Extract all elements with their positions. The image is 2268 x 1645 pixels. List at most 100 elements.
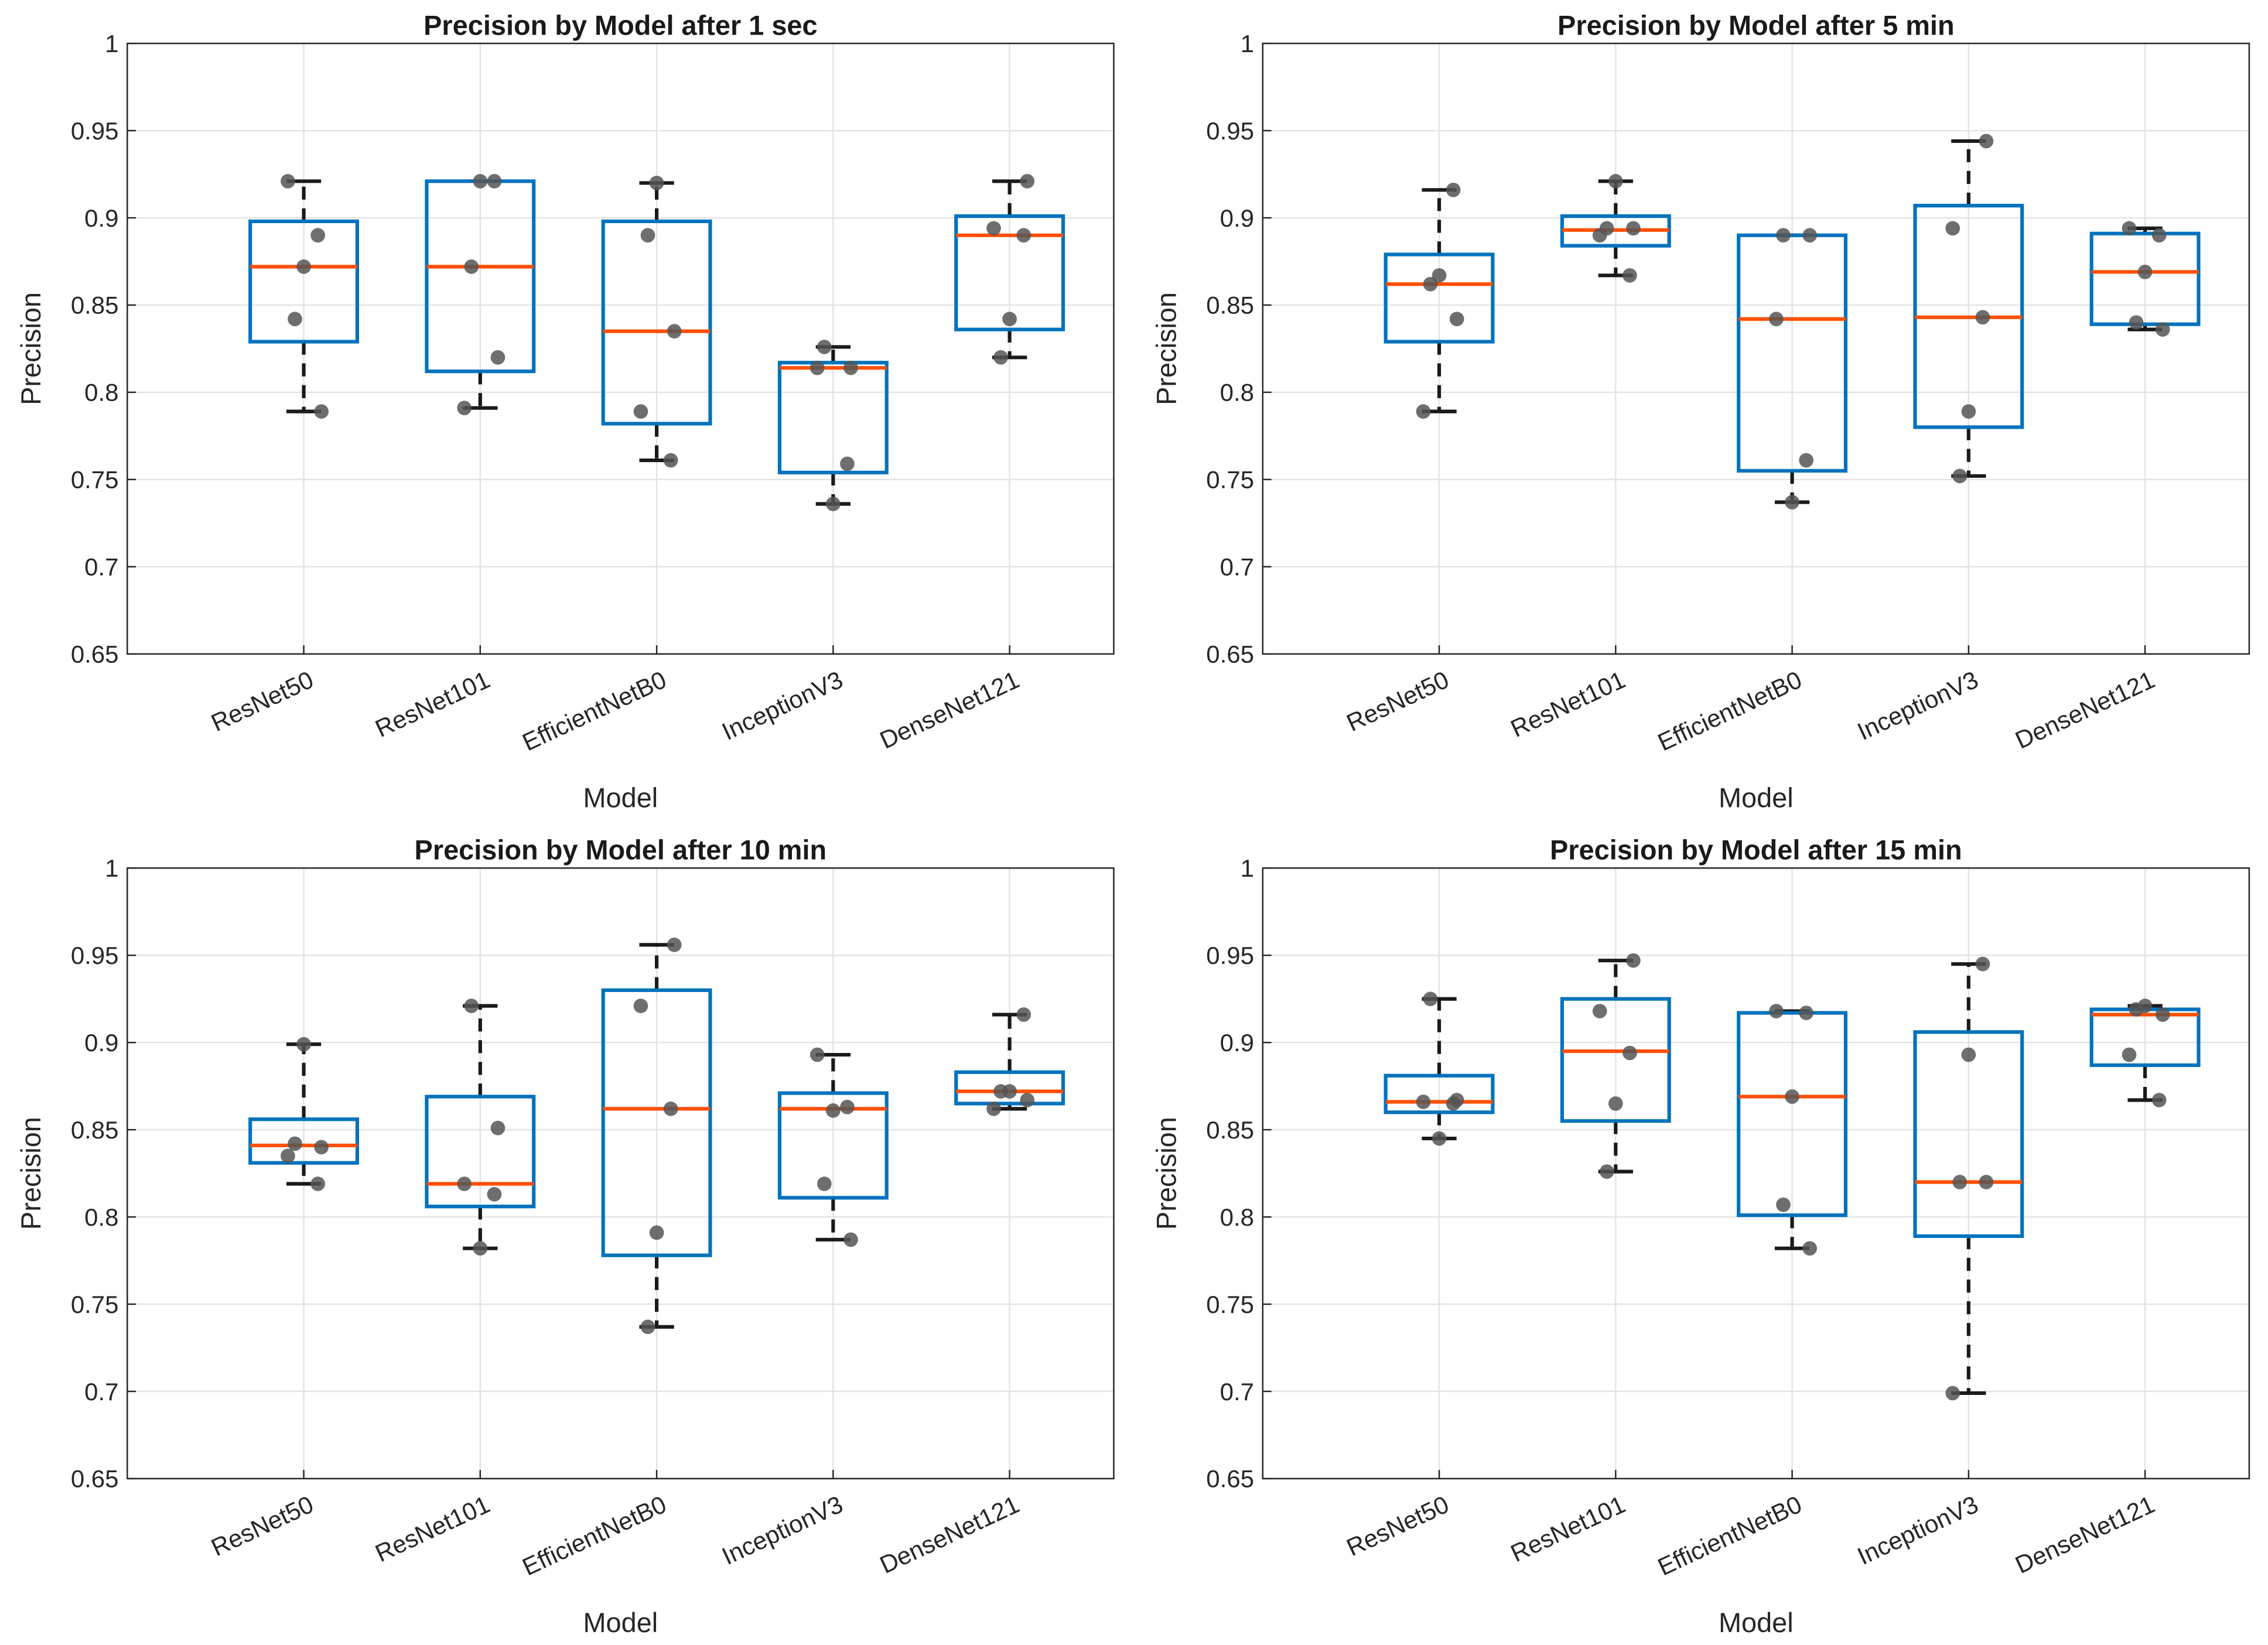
- data-point: [1416, 404, 1431, 419]
- box-InceptionV3: [1913, 134, 2024, 484]
- data-point: [1623, 1045, 1637, 1061]
- data-point: [1599, 1164, 1614, 1179]
- y-tick-label: 0.95: [1206, 117, 1254, 145]
- box-iqr: [2089, 231, 2201, 326]
- data-point: [640, 228, 655, 243]
- box-iqr: [1737, 1011, 1848, 1217]
- data-point: [1592, 228, 1607, 243]
- y-tick-label: 0.7: [84, 1378, 118, 1405]
- box-DenseNet121: [2089, 998, 2201, 1107]
- subplot-2: 0.65 0.7 0.75 0.8 0.85 0.9 0.95 1 ResNet50 ResNet…: [1152, 10, 2250, 813]
- data-point: [1423, 991, 1438, 1007]
- x-tick-label: DenseNet121: [876, 666, 1023, 754]
- y-tick-label: 0.8: [84, 379, 118, 406]
- y-tick-label: 1: [1241, 854, 1254, 882]
- data-point: [1626, 221, 1641, 236]
- data-point: [2155, 322, 2170, 337]
- subplot-title: Precision by Model after 10 min: [415, 835, 827, 865]
- x-axis-label: Model: [583, 783, 658, 813]
- data-point: [1020, 1093, 1035, 1107]
- y-tick-label: 1: [105, 30, 118, 57]
- data-point: [464, 259, 479, 274]
- data-point: [663, 453, 678, 468]
- data-point: [1776, 228, 1791, 243]
- data-point: [1432, 1131, 1447, 1146]
- data-point: [1449, 312, 1464, 327]
- data-point: [1799, 1006, 1814, 1020]
- plot-area: [127, 868, 1114, 1479]
- data-point: [986, 1102, 1001, 1116]
- data-point: [2151, 228, 2167, 243]
- data-point: [1979, 1175, 1994, 1189]
- data-point: [840, 456, 855, 471]
- box-iqr: [954, 1070, 1065, 1106]
- data-point: [1769, 1004, 1784, 1018]
- x-tick-label: DenseNet121: [876, 1490, 1023, 1579]
- data-point: [993, 1084, 1008, 1099]
- x-tick-label: ResNet50: [1343, 1490, 1453, 1562]
- data-point: [1432, 268, 1447, 283]
- data-point: [809, 360, 825, 375]
- data-point: [310, 1177, 326, 1191]
- data-point: [1020, 174, 1035, 189]
- box-ResNet101: [1560, 953, 1671, 1179]
- y-tick-label: 0.9: [1220, 204, 1254, 232]
- data-point: [310, 228, 326, 243]
- x-tick-label: ResNet101: [1507, 1490, 1630, 1567]
- data-point: [1423, 276, 1438, 292]
- data-point: [1769, 312, 1784, 327]
- data-point: [826, 497, 841, 511]
- x-tick-label: ResNet50: [207, 666, 317, 737]
- data-point: [1975, 310, 1990, 325]
- data-point: [633, 998, 648, 1013]
- x-tick-label: InceptionV3: [718, 666, 847, 745]
- data-point: [2122, 221, 2137, 236]
- x-tick-label: InceptionV3: [1853, 1490, 1983, 1570]
- box-EfficientNetB0: [601, 176, 712, 468]
- data-point: [1945, 1386, 1960, 1401]
- box-iqr: [954, 214, 1065, 331]
- y-axis-label: Precision: [1152, 292, 1182, 405]
- data-point: [1608, 174, 1623, 189]
- data-point: [986, 221, 1001, 236]
- axes-frame: [127, 867, 1115, 1480]
- y-tick-label: 0.85: [1206, 1116, 1254, 1144]
- y-tick-label: 0.75: [71, 1291, 119, 1318]
- plot-area: [1262, 43, 2249, 654]
- y-tick-label: 0.75: [1206, 1291, 1254, 1318]
- y-tick-label: 0.8: [1220, 1203, 1254, 1231]
- data-point: [640, 1319, 655, 1335]
- box-InceptionV3: [1913, 956, 2024, 1401]
- data-point: [2155, 1007, 2170, 1022]
- y-tick-label: 0.65: [1206, 1465, 1254, 1493]
- data-point: [1776, 1197, 1791, 1212]
- x-tick-label: ResNet50: [1343, 666, 1453, 737]
- x-tick-label: EfficientNetB0: [518, 1490, 671, 1581]
- y-tick-label: 0.85: [71, 1116, 119, 1144]
- y-tick-label: 0.85: [1206, 292, 1254, 319]
- data-point: [2129, 1002, 2144, 1017]
- data-point: [817, 340, 832, 354]
- y-axis-label: Precision: [1152, 1117, 1182, 1230]
- data-point: [1416, 1095, 1431, 1109]
- x-tick-label: ResNet101: [371, 1490, 494, 1567]
- box-InceptionV3: [777, 340, 889, 511]
- y-tick-label: 0.75: [1206, 466, 1254, 494]
- data-point: [1961, 1047, 1976, 1062]
- data-point: [1785, 1089, 1799, 1104]
- data-point: [817, 1177, 832, 1191]
- data-point: [288, 312, 302, 327]
- y-tick-label: 0.7: [84, 553, 118, 581]
- y-tick-label: 0.7: [1220, 553, 1254, 581]
- y-tick-label: 0.65: [1206, 640, 1254, 668]
- box-iqr: [248, 1117, 360, 1165]
- subplot-4: 0.65 0.7 0.75 0.8 0.85 0.9 0.95 1 ResNet50 ResNet…: [1152, 835, 2250, 1638]
- data-point: [633, 404, 648, 419]
- data-point: [2129, 315, 2144, 330]
- box-InceptionV3: [777, 1047, 889, 1247]
- data-point: [1016, 228, 1031, 243]
- data-point: [281, 1148, 295, 1164]
- data-point: [1016, 1007, 1031, 1022]
- data-point: [1961, 404, 1976, 419]
- x-axis-label: Model: [1719, 783, 1794, 813]
